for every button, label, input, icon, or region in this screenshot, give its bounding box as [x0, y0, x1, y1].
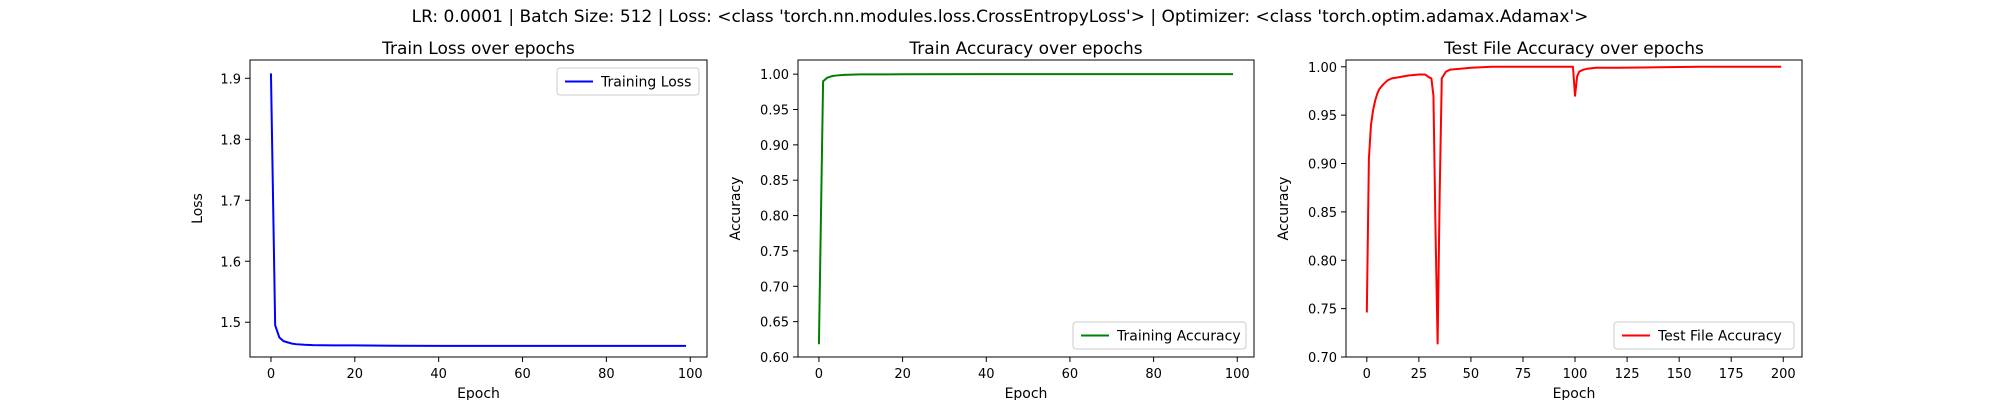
train-accuracy-chart: Train Accuracy over epochs Epoch Accurac…: [728, 39, 1255, 400]
y-tick-label: 1.9: [220, 72, 241, 87]
x-axis-label: Epoch: [1553, 386, 1596, 400]
y-tick-label: 0.95: [760, 104, 789, 119]
x-tick-label: 20: [347, 367, 364, 382]
y-tick-label: 0.60: [760, 351, 789, 366]
y-tick-label: 0.80: [1308, 254, 1337, 269]
y-tick-label: 1.00: [760, 68, 789, 83]
x-tick-label: 50: [1463, 367, 1480, 382]
legend-box: [1613, 321, 1795, 350]
y-tick-label: 1.7: [220, 194, 241, 209]
x-tick-label: 125: [1615, 367, 1640, 382]
chart-title: Train Accuracy over epochs: [908, 39, 1142, 59]
y-tick-label: 0.70: [760, 280, 789, 295]
x-tick-label: 60: [1062, 367, 1079, 382]
y-tick-label: 0.85: [1308, 206, 1337, 221]
x-tick-label: 150: [1667, 367, 1692, 382]
x-tick-label: 20: [894, 367, 911, 382]
x-tick-label: 175: [1719, 367, 1744, 382]
y-tick-label: 1.6: [220, 255, 241, 270]
x-tick-label: 0: [267, 367, 275, 382]
x-tick-label: 80: [598, 367, 615, 382]
x-tick-label: 100: [678, 367, 703, 382]
x-tick-label: 0: [1363, 367, 1371, 382]
y-tick-label: 0.90: [760, 139, 789, 154]
y-tick-label: 0.80: [760, 210, 789, 225]
plot-area-frame: [1345, 59, 1803, 358]
x-tick-label: 60: [514, 367, 531, 382]
test-file-accuracy-chart: Test File Accuracy over epochs Epoch Acc…: [1276, 39, 1803, 400]
y-axis-label: Accuracy: [728, 177, 744, 241]
y-tick-label: 0.75: [760, 245, 789, 260]
y-tick-label: 0.70: [1308, 351, 1337, 366]
y-tick-label: 1.5: [220, 316, 241, 331]
x-tick-label: 40: [430, 367, 447, 382]
series-line: [1365, 65, 1782, 345]
figure-suptitle: LR: 0.0001 | Batch Size: 512 | Loss: <cl…: [412, 7, 1589, 27]
x-axis-label: Epoch: [1005, 386, 1048, 400]
x-tick-label: 100: [1563, 367, 1588, 382]
y-axis-label: Loss: [190, 193, 206, 224]
series-line: [817, 73, 1234, 345]
train-loss-chart: Train Loss over epochs Epoch Loss 0 20 40 6…: [190, 39, 708, 400]
legend-label: Training Accuracy: [1116, 329, 1241, 345]
series-line: [269, 73, 687, 347]
plot-area-frame: [249, 59, 708, 358]
x-tick-label: 75: [1515, 367, 1532, 382]
plot-area-frame: [797, 59, 1255, 358]
x-tick-label: 40: [978, 367, 995, 382]
y-tick-label: 1.00: [1308, 61, 1337, 76]
chart-title: Train Loss over epochs: [381, 39, 575, 59]
x-tick-label: 80: [1145, 367, 1162, 382]
chart-title: Test File Accuracy over epochs: [1443, 39, 1704, 59]
x-tick-label: 200: [1771, 367, 1796, 382]
legend-box: [556, 67, 700, 96]
legend-label: Training Loss: [600, 75, 691, 91]
y-tick-label: 0.95: [1308, 109, 1337, 124]
y-axis-label: Accuracy: [1276, 177, 1292, 241]
legend-label: Test File Accuracy: [1657, 329, 1782, 345]
y-tick-label: 1.8: [220, 133, 241, 148]
y-tick-label: 0.75: [1308, 303, 1337, 318]
x-axis-label: Epoch: [457, 386, 500, 400]
y-tick-label: 0.65: [760, 316, 789, 331]
y-tick-label: 0.85: [760, 174, 789, 189]
legend-box: [1072, 321, 1247, 350]
y-tick-label: 0.90: [1308, 158, 1337, 173]
x-tick-label: 100: [1225, 367, 1250, 382]
x-tick-label: 25: [1411, 367, 1428, 382]
x-tick-label: 0: [815, 367, 823, 382]
